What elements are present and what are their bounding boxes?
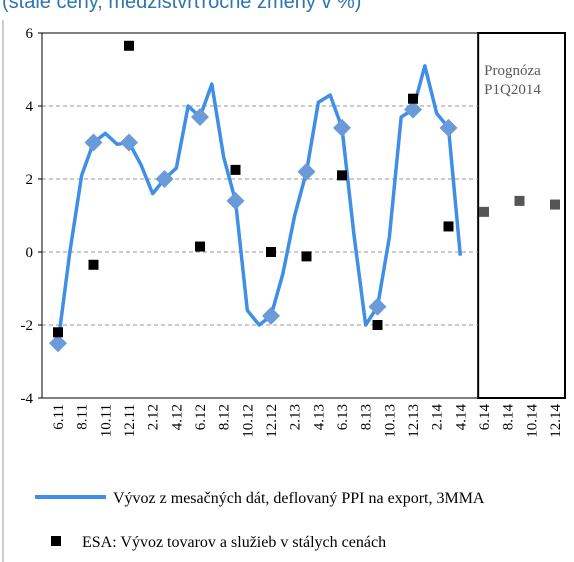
plot-border	[41, 32, 566, 399]
x-tick-label: 10.13	[382, 404, 398, 438]
x-tick-label: 6.12	[193, 404, 209, 430]
legend-label: ESA: Vývoz tovarov a služieb v stálych c…	[82, 534, 386, 551]
line-marker	[191, 107, 209, 126]
y-tick-label: 4	[26, 99, 34, 115]
forecast-label: P1Q2014	[484, 82, 541, 98]
esa-point	[514, 195, 525, 206]
esa-point	[550, 199, 560, 210]
x-tick-label: 10.11	[98, 404, 114, 437]
esa-point	[88, 259, 99, 270]
x-tick-label: 6.11	[51, 404, 67, 430]
esa-point	[124, 40, 134, 51]
x-tick-label: 12.13	[406, 404, 422, 438]
esa-point	[195, 241, 205, 252]
y-tick-label: 6	[26, 26, 34, 42]
x-tick-label: 2.13	[288, 404, 304, 430]
x-tick-label: 12.11	[122, 404, 138, 437]
x-tick-label: 12.14	[548, 404, 564, 438]
legend-square	[51, 536, 61, 546]
esa-point	[408, 93, 418, 104]
x-tick-label: 2.14	[430, 404, 446, 431]
legend-label: Vývoz z mesačných dát, deflovaný PPI na …	[113, 490, 485, 507]
y-tick-label: -2	[21, 318, 34, 334]
line-marker	[155, 170, 174, 188]
x-tick-label: 10.12	[240, 404, 256, 438]
y-tick-label: 2	[26, 172, 34, 188]
esa-point	[266, 247, 276, 257]
line-marker	[262, 306, 280, 325]
esa-point	[301, 251, 312, 262]
y-tick-label: 0	[26, 245, 34, 261]
x-tick-label: 10.14	[524, 404, 540, 438]
line-marker	[120, 133, 138, 152]
line-marker	[439, 118, 458, 137]
esa-point	[443, 221, 454, 232]
x-tick-label: 8.12	[217, 404, 233, 430]
line-marker	[368, 297, 387, 316]
esa-point	[53, 327, 63, 338]
y-tick-label: -4	[21, 391, 34, 407]
esa-point	[479, 206, 489, 217]
line-marker	[226, 191, 245, 210]
x-tick-label: 4.12	[169, 404, 185, 430]
x-tick-label: 8.13	[359, 404, 375, 430]
esa-point	[372, 320, 383, 330]
line-marker	[49, 334, 67, 353]
forecast-label: Prognóza	[484, 63, 541, 79]
line-marker	[404, 100, 422, 119]
line-series	[56, 64, 463, 344]
x-tick-label: 12.12	[264, 404, 280, 438]
x-tick-label: 6.13	[335, 404, 351, 430]
chart-title: (stále ceny, medzištvrťročné zmeny v %)	[2, 0, 361, 13]
x-tick-label: 6.14	[477, 404, 493, 431]
esa-point	[337, 170, 347, 181]
x-tick-label: 4.14	[453, 404, 469, 431]
x-tick-label: 8.14	[501, 404, 517, 431]
x-tick-label: 2.12	[146, 404, 162, 430]
esa-point	[230, 164, 241, 175]
x-tick-label: 8.11	[75, 404, 91, 430]
line-marker	[333, 118, 351, 137]
line-marker	[297, 162, 316, 181]
x-tick-label: 4.13	[311, 404, 327, 430]
line-marker	[84, 133, 103, 152]
